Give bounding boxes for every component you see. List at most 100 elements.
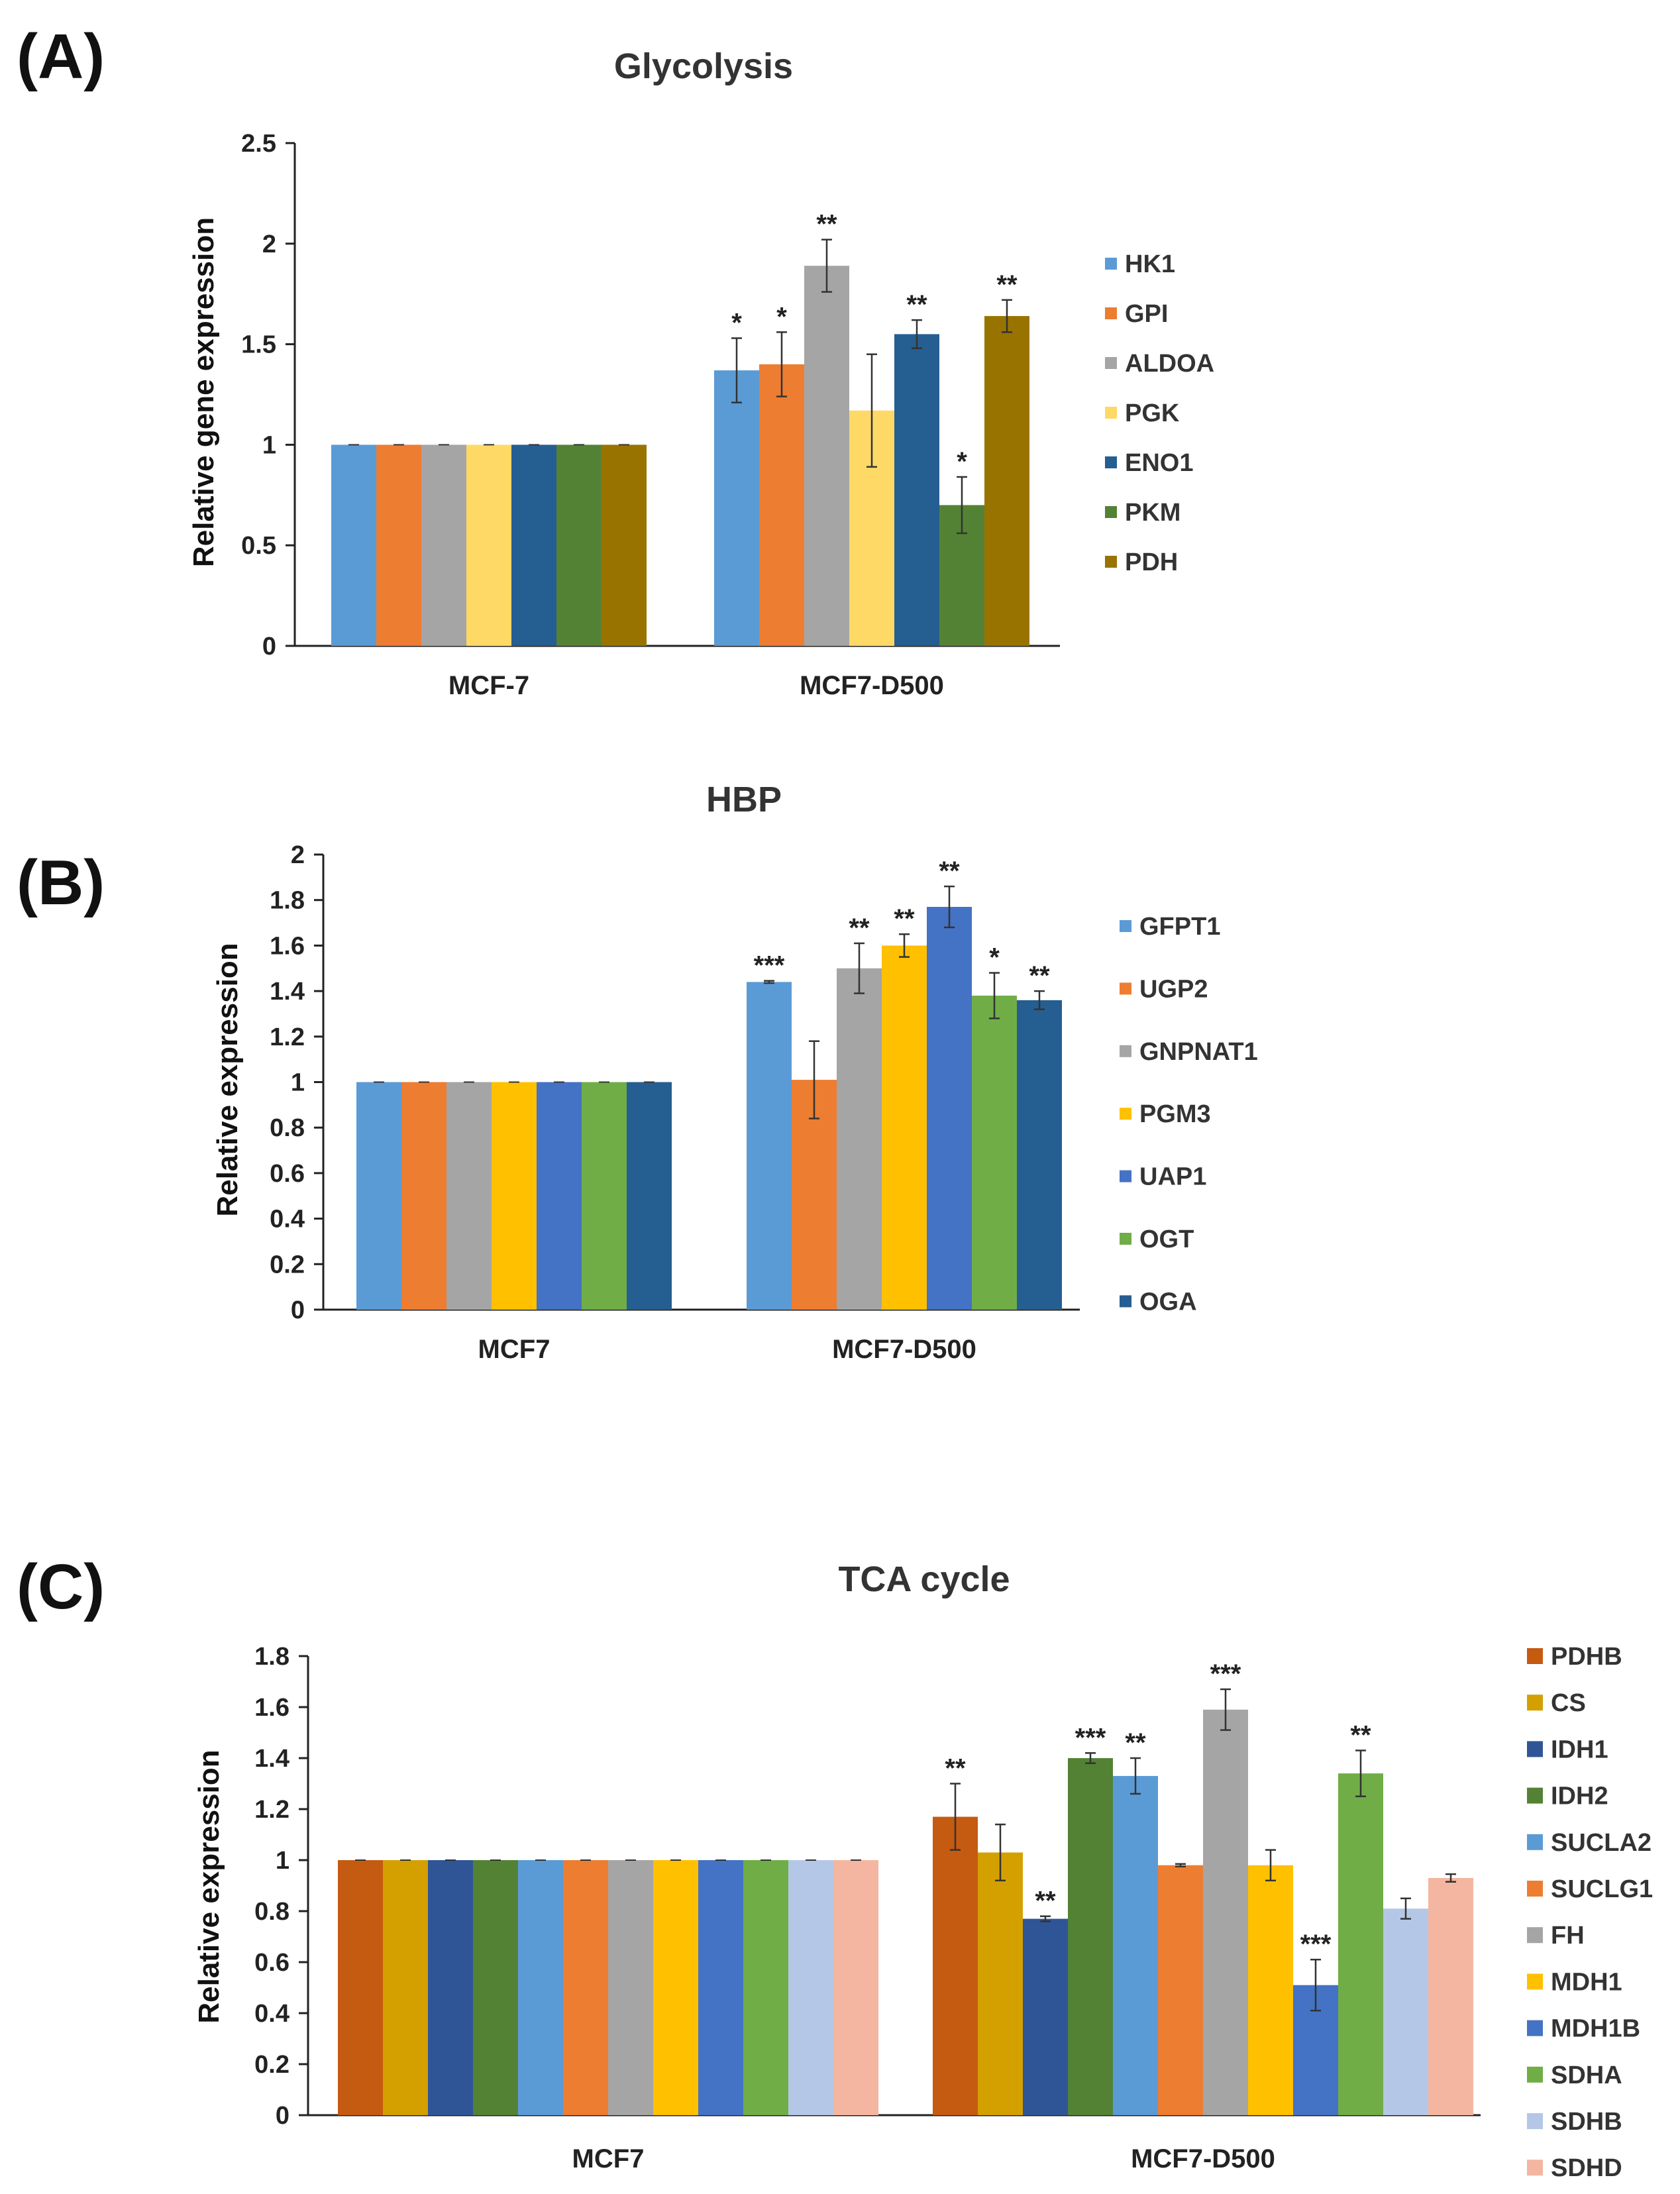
y-tick-label: 1.8 [270,887,305,915]
y-tick-label: 1 [262,431,276,459]
panel-c: (C) TCA cycle Relative expression 0 0.2 0.… [17,1551,1653,2182]
bar-ogt [972,995,1017,1310]
significance-marker: ** [1350,1720,1371,1750]
bar-pgk [466,444,511,646]
legend-label: SDHB [1551,2108,1622,2136]
bar-eno1 [511,444,556,646]
significance-marker: ** [1125,1728,1146,1757]
bar-cs [383,1860,428,2115]
legend-swatch [1105,307,1117,319]
legend-label: OGT [1139,1226,1194,1253]
significance-marker: * [731,308,742,337]
significance-marker: ** [1035,1887,1056,1916]
legend-swatch [1120,1045,1131,1057]
y-tick-label: 1.6 [270,932,305,960]
y-tick-label: 1 [276,1847,289,1875]
legend-label: FH [1551,1922,1585,1950]
legend-label: SUCLA2 [1551,1829,1652,1857]
bar-idh1 [1023,1918,1068,2115]
significance-marker: *** [1075,1723,1106,1752]
y-tick-label: 1.2 [254,1796,289,1824]
y-tick-label: 1.8 [254,1643,289,1671]
legend-label: IDH1 [1551,1736,1608,1763]
chart-title-a: Glycolysis [614,46,793,86]
legend-swatch [1105,258,1117,270]
bar-pgm3 [492,1082,537,1310]
bar-suclg1 [1158,1865,1203,2115]
y-tick-label: 2.5 [241,130,276,158]
legend-swatch [1527,1741,1543,1757]
panel-label-c: (C) [17,1551,105,1622]
bar-sucla2 [1113,1775,1158,2115]
y-tick-label: 0 [262,633,276,660]
legend-label: PGM3 [1139,1100,1211,1128]
significance-marker: *** [1210,1659,1241,1689]
x-category-label: MCF7 [478,1335,551,1364]
significance-marker: ** [939,857,960,886]
bar-sdha [1338,1773,1383,2115]
bar-pdhb [933,1816,978,2115]
legend-swatch [1527,2020,1543,2036]
chart-title-c: TCA cycle [838,1559,1010,1599]
legend-swatch [1120,1108,1131,1120]
bar-sucla2 [518,1860,563,2115]
y-tick-label: 0.4 [270,1206,305,1233]
bar-pdh [984,316,1029,646]
bar-sdhd [833,1860,878,2115]
bar-uap1 [537,1082,582,1310]
legend-swatch [1527,1927,1543,1944]
legend-swatch [1105,357,1117,369]
bar-pkm [556,444,602,646]
significance-marker: ** [945,1754,966,1783]
legend-swatch [1120,1295,1131,1308]
legend: GFPT1 UGP2 GNPNAT1 PGM3 UAP1 OGT OGA [1120,913,1258,1316]
panel-b: (B) HBP Relative expression 0 0.2 0.4 0.6 0.… [17,780,1258,1364]
legend-label: SDHD [1551,2154,1622,2182]
bar-gpi [759,364,804,646]
bar-eno1 [894,334,939,646]
legend-swatch [1527,2160,1543,2176]
legend-swatch [1120,920,1131,932]
bar-sdha [743,1860,788,2115]
legend-swatch [1527,2066,1543,2083]
legend-label: OGA [1139,1288,1197,1316]
significance-marker: ** [996,270,1018,299]
legend-label: CS [1551,1689,1586,1717]
y-tick-label: 0.8 [270,1114,305,1142]
bar-sdhd [1428,1877,1473,2115]
bar-pgm3 [882,945,927,1310]
legend-swatch [1105,407,1117,419]
x-category-label: MCF7-D500 [800,671,944,700]
bar-mdh1b [698,1860,743,2115]
legend-swatch [1120,1233,1131,1245]
legend-swatch [1527,1973,1543,1990]
x-category-label: MCF7-D500 [832,1335,976,1364]
panel-a: (A) Glycolysis Relative gene expression … [17,21,1214,700]
y-tick-label: 1.5 [241,331,276,359]
y-tick-label: 0.4 [254,2000,289,2028]
legend-swatch [1527,1787,1543,1804]
bar-hk1 [714,370,759,646]
y-tick-label: 1.2 [270,1023,305,1051]
y-axis-title-a: Relative gene expression [187,217,220,567]
bar-mdh1 [1248,1865,1293,2115]
y-tick-label: 0.5 [241,532,276,560]
bar-gfpt1 [356,1082,401,1310]
y-tick-label: 2 [291,841,305,869]
significance-marker: * [989,943,1000,972]
bar-gnpnat1 [837,968,882,1310]
y-axis-title-c: Relative expression [193,1750,225,2023]
legend-label: GNPNAT1 [1139,1038,1258,1066]
significance-marker: ** [1029,961,1050,990]
legend-label: MDH1 [1551,1968,1622,1996]
bar-fh [608,1860,653,2115]
y-tick-label: 1 [291,1069,305,1097]
legend-label: UAP1 [1139,1163,1206,1191]
legend-swatch [1120,982,1131,995]
y-tick-label: 0.6 [254,1949,289,1977]
bar-suclg1 [563,1860,608,2115]
y-tick-label: 2 [262,231,276,258]
